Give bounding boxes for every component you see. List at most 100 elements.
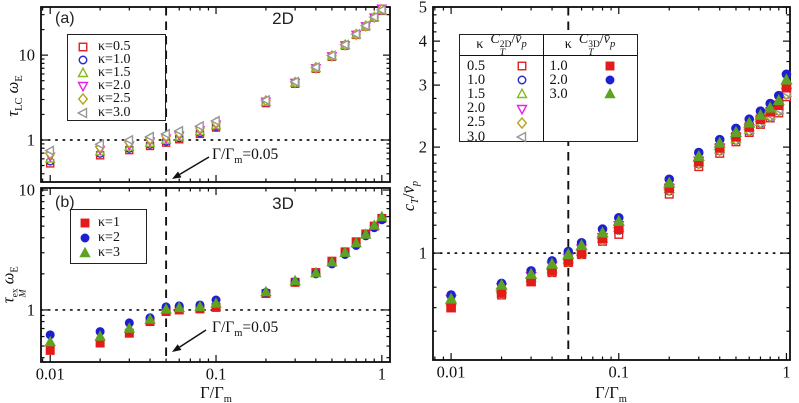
legend-item: κ=3.0 [68, 104, 165, 120]
legend-item-label: κ=1 [98, 214, 120, 230]
tick-label: 0.1 [206, 365, 227, 384]
data-point-triangle-left [325, 50, 336, 61]
data-point-square [446, 302, 456, 313]
data-point-triangle-up [173, 301, 185, 313]
quantity-header-2d: C 2D T/v̄p [490, 32, 527, 59]
tick-label: 10 [19, 46, 36, 65]
data-point-triangle-up [764, 101, 777, 113]
annotation-arrowhead [172, 171, 182, 179]
legend-marker-square [517, 61, 527, 71]
data-point-triangle-up [754, 108, 767, 120]
legend-marker-cell [501, 74, 543, 86]
legend-item: κ=2.0 [68, 78, 165, 94]
tick-label: 1 [378, 365, 386, 384]
tick-label: 0.01 [36, 365, 65, 384]
data-point-triangle-left [160, 128, 171, 140]
tau-symbol: τ [0, 297, 18, 304]
data-point-triangle-left [260, 94, 270, 106]
data-point-triangle-up [729, 125, 743, 138]
data-point-triangle-left [210, 115, 220, 127]
legend-item: κ=2.5 [68, 91, 165, 107]
legend-marker-triangle-left [515, 131, 526, 143]
data-point-triangle-up [78, 246, 91, 258]
legend-marker-cell [584, 60, 637, 72]
series-3D-3.0 [445, 73, 793, 304]
legend-marker-circle [78, 55, 88, 65]
data-point-triangle-down [77, 81, 89, 93]
legend-item: κ=2 [71, 230, 146, 245]
panel-a-title: 2D [272, 9, 294, 28]
legend-item-label: κ=3.0 [98, 104, 131, 120]
data-point-square [45, 345, 55, 355]
legend-item-label: κ=2.5 [98, 91, 131, 107]
legend-kappa-value: 2.5 [467, 114, 486, 131]
legend-marker-cell [501, 103, 543, 115]
series--3 [44, 210, 388, 347]
data-point-triangle-left [123, 134, 134, 146]
data-point-triangle-up [376, 210, 388, 222]
data-point-triangle-up [260, 285, 272, 297]
legend-marker-diamond [77, 93, 89, 106]
panel-b-legend: κ=1 κ=2 κ=3 [70, 209, 147, 264]
legend-marker-cell [68, 54, 98, 66]
panel-b-title: 3D [272, 194, 294, 213]
quantity-header-3d: C 3D T/v̄p [578, 32, 616, 59]
data-point-circle [80, 233, 89, 243]
data-point-triangle-left [289, 76, 300, 88]
legend-marker-cell [501, 60, 543, 72]
legend-table-row: 0.5 [460, 58, 543, 74]
data-point-triangle-up [326, 255, 338, 267]
panel-b-y-axis-label: τ ex M ωE [0, 266, 29, 304]
data-point-triangle-up [368, 219, 380, 230]
legend-kappa-value: 1.0 [549, 57, 568, 74]
data-point-triangle-up [160, 303, 172, 314]
legend-table-row: 3.0 [460, 129, 543, 145]
legend-kappa-value: 3.0 [549, 85, 568, 102]
data-point-triangle-up [123, 322, 136, 333]
data-point-triangle-left [309, 61, 320, 73]
data-point-circle [78, 55, 88, 65]
data-point-triangle-up [310, 266, 322, 278]
right-legend-rows-2d: 0.5 1.0 1.5 2.0 2.5 3.0 [460, 56, 543, 145]
data-point-triangle-left [76, 106, 88, 119]
panel-right-plot: 0.01 0.1 1 1 2 3 4 5 [419, 0, 793, 382]
legend-marker-cell [501, 131, 543, 143]
data-point-triangle-up [194, 300, 206, 312]
omega-symbol: ω [3, 81, 22, 94]
data-point-triangle-up [545, 257, 559, 269]
data-point-triangle-up [713, 136, 726, 148]
legend-marker-cell [68, 41, 98, 53]
tau-symbol: τ [3, 110, 22, 117]
data-point-triangle-left [339, 39, 349, 50]
legend-item-label: κ=1.5 [98, 64, 131, 80]
legend-marker-square [78, 42, 88, 52]
tick-label: 1 [27, 131, 35, 150]
data-point-square [78, 42, 88, 52]
legend-table-row: 3.0 [543, 85, 637, 102]
data-point-triangle-left [44, 145, 55, 156]
legend-marker-triangle-down [516, 104, 528, 115]
legend-marker-cell [68, 66, 98, 79]
legend-marker-diamond [516, 116, 527, 130]
data-point-triangle-up [772, 93, 785, 106]
panel-a-legend: κ=0.5 κ=1.0 κ=1.5 κ=2.0 κ=2.5 κ=3.0 [67, 34, 166, 121]
data-point-triangle-up [94, 330, 106, 341]
data-point-triangle-up [289, 274, 301, 286]
data-point-circle [605, 75, 615, 85]
right-legend-divider [543, 35, 545, 141]
data-point-square [781, 82, 792, 93]
legend-marker-triangle-up [604, 88, 616, 99]
panel-b-tag: (b) [55, 194, 75, 211]
left-x-axis-label: Γ/Γm [200, 383, 232, 403]
legend-item-label: κ=3 [98, 244, 120, 260]
legend-marker-circle [517, 75, 527, 85]
data-point-triangle-up [350, 236, 362, 248]
data-point-triangle-down [516, 104, 528, 115]
kappa-header-3d: κ [564, 37, 572, 52]
data-point-square [80, 218, 89, 228]
legend-item-label: κ=2.0 [98, 78, 131, 94]
legend-kappa-value: 2.0 [467, 100, 486, 117]
legend-kappa-value: 1.0 [467, 71, 486, 88]
legend-marker-triangle-up [516, 88, 528, 99]
